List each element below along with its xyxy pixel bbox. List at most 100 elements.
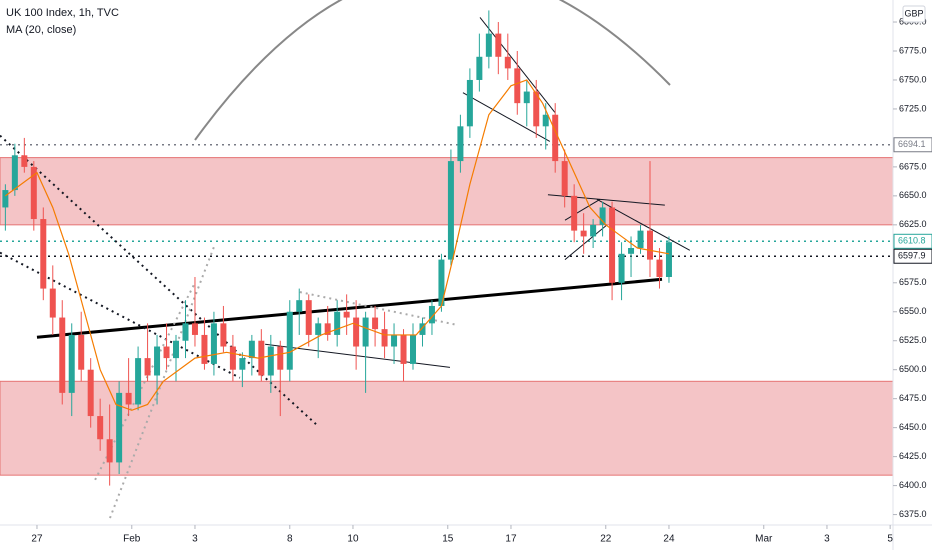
candle-body	[372, 317, 379, 330]
candle-body	[116, 392, 123, 463]
candle-body	[647, 230, 654, 260]
candle-body	[30, 166, 37, 220]
candle-body	[609, 207, 616, 283]
candle-body	[87, 369, 94, 417]
candle-body	[637, 230, 644, 249]
candle-body	[391, 334, 398, 347]
candle-body	[571, 195, 578, 231]
y-tick-label: 6425.0	[899, 451, 927, 461]
candle-body	[210, 323, 217, 364]
arc-drawing	[194, 0, 671, 141]
trend-line	[547, 194, 665, 206]
candle-body	[2, 190, 9, 208]
candle-body	[343, 311, 350, 318]
candle-body	[144, 358, 151, 376]
trend-line	[265, 343, 451, 368]
candle-body	[173, 340, 180, 359]
price-label: 6597.9	[898, 251, 926, 261]
indicator-label: MA (20, close)	[6, 24, 76, 36]
candle-body	[628, 248, 635, 254]
candle-body	[305, 300, 312, 335]
candle-body	[11, 155, 18, 191]
candle-body	[466, 79, 473, 127]
candle-body	[580, 230, 587, 237]
x-tick-label: 27	[31, 534, 43, 545]
candle-body	[381, 329, 388, 347]
x-tick-label: 24	[663, 534, 675, 545]
candle-body	[125, 392, 132, 405]
y-tick-label: 6625.0	[899, 219, 927, 229]
candle-body	[400, 334, 407, 364]
candle-body	[428, 305, 435, 324]
candle-body	[665, 242, 672, 277]
candle-body	[229, 346, 236, 370]
y-tick-label: 6450.0	[899, 422, 927, 432]
price-axis	[893, 0, 932, 550]
candle-body	[154, 346, 161, 376]
currency-box[interactable]	[902, 5, 926, 23]
price-label-box	[893, 233, 932, 249]
candle-body	[656, 259, 663, 277]
candle-body	[40, 219, 47, 289]
candle-body	[457, 126, 464, 162]
price-label: 6610.8	[898, 236, 926, 246]
candle-body	[78, 334, 85, 370]
candle-body	[106, 439, 113, 463]
x-tick-label: 17	[505, 534, 517, 545]
candle-body	[97, 416, 104, 440]
y-tick-label: 6375.0	[899, 509, 927, 519]
x-tick-label: 3	[824, 534, 830, 545]
candle-body	[419, 323, 426, 335]
candle-body	[315, 323, 322, 335]
y-tick-label: 6525.0	[899, 335, 927, 345]
candle-body	[599, 207, 606, 225]
price-label-box	[893, 137, 932, 153]
candle-body	[182, 323, 189, 341]
candle-body	[49, 288, 56, 318]
y-tick-label: 6550.0	[899, 306, 927, 316]
candle-body	[248, 340, 255, 359]
candle-body	[495, 33, 502, 57]
y-tick-label: 6575.0	[899, 277, 927, 287]
x-tick-label: Mar	[755, 534, 773, 545]
x-tick-label: 10	[347, 534, 359, 545]
candle-body	[334, 311, 341, 335]
candle-body	[542, 114, 549, 127]
candle-body	[59, 317, 66, 393]
candle-body	[504, 56, 511, 69]
candle-body	[277, 346, 284, 370]
y-tick-label: 6725.0	[899, 103, 927, 113]
candle-body	[561, 161, 568, 196]
trend-line	[564, 198, 601, 221]
candle-body	[296, 300, 303, 312]
x-tick-label: Feb	[123, 534, 141, 545]
candle-body	[163, 346, 170, 359]
candle-body	[267, 346, 274, 376]
candle-body	[239, 358, 246, 370]
price-label-box	[893, 248, 932, 264]
moving-average	[5, 79, 670, 411]
x-tick-label: 15	[442, 534, 454, 545]
x-tick-label: 3	[192, 534, 198, 545]
candle-body	[220, 323, 227, 347]
candle-body	[410, 334, 417, 364]
x-tick-label: 22	[600, 534, 612, 545]
candle-body	[286, 311, 293, 370]
y-tick-label: 6675.0	[899, 161, 927, 171]
currency[interactable]: GBP	[904, 8, 923, 18]
candle-body	[135, 358, 142, 405]
zone	[0, 380, 894, 476]
y-tick-label: 6475.0	[899, 393, 927, 403]
candle-body	[523, 91, 530, 104]
y-tick-label: 6400.0	[899, 480, 927, 490]
candle-body	[438, 259, 445, 306]
candle-body	[21, 155, 28, 167]
candle-body	[362, 317, 369, 347]
trend-line	[564, 224, 608, 260]
candle-body	[353, 317, 360, 347]
candle-body	[191, 323, 198, 335]
x-tick-label: 8	[287, 534, 293, 545]
candle-body	[485, 33, 492, 57]
candle-body	[514, 68, 521, 104]
